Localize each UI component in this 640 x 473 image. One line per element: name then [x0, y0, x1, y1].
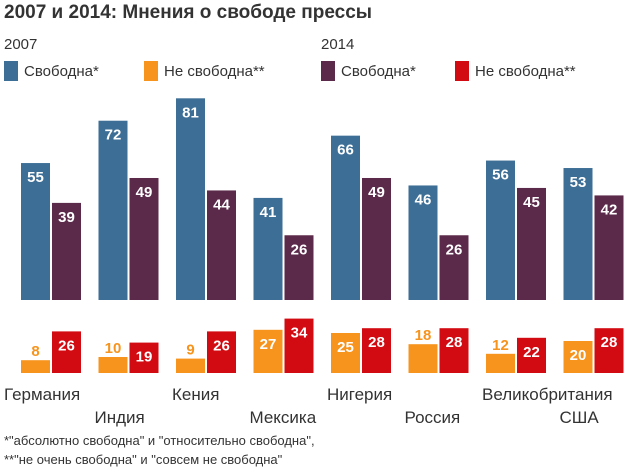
bar-2014-не-свободна--индия: [129, 342, 159, 373]
bar-2014-свободна--нигерия: [362, 177, 391, 300]
value-label-2014-свободна--германия: 39: [58, 209, 75, 226]
value-label-2007-не-свободна--мексика: 27: [260, 336, 277, 353]
value-label-2014-не-свободна--нигерия: 28: [368, 334, 385, 351]
value-label-2014-не-свободна--сша: 28: [601, 334, 618, 351]
year-label-2007: 2007: [4, 36, 38, 53]
country-label-мексика: Мексика: [250, 408, 317, 427]
value-label-2014-свободна--великобритания: 45: [523, 194, 540, 211]
bar-2007-свободна--нигерия: [331, 135, 360, 300]
legend-item-2014-notfree: Не свободна**: [455, 61, 576, 81]
value-label-2007-не-свободна--германия: 8: [31, 343, 39, 360]
bar-2014-не-свободна--германия: [52, 331, 81, 373]
year-label-2014: 2014: [321, 36, 355, 53]
legend-item-2007-notfree: Не свободна**: [144, 61, 265, 81]
bar-2007-не-свободна--мексика: [253, 329, 283, 373]
bar-2007-не-свободна--германия: [21, 360, 50, 373]
value-label-2007-свободна--сша: 53: [570, 174, 587, 191]
value-label-2007-не-свободна--россия: 18: [415, 327, 432, 344]
country-label-германия: Германия: [4, 385, 80, 404]
bar-2014-свободна--великобритания: [517, 187, 546, 300]
legend-swatch: [144, 61, 158, 81]
country-label-россия: Россия: [405, 408, 461, 427]
legend-swatch: [455, 61, 469, 81]
value-label-2014-не-свободна--великобритания: 22: [523, 344, 540, 361]
legend-label: Свободна*: [341, 62, 416, 80]
bar-2007-не-свободна--индия: [98, 357, 128, 373]
bar-2007-не-свободна--нигерия: [331, 333, 360, 373]
value-label-2007-свободна--мексика: 41: [260, 204, 277, 221]
legend-label: Свободна*: [24, 62, 99, 80]
bar-2014-не-свободна--мексика: [284, 318, 314, 373]
value-label-2014-свободна--кения: 44: [213, 196, 230, 213]
chart-title: 2007 и 2014: Мнения о свободе прессы: [4, 2, 373, 23]
value-label-2007-свободна--нигерия: 66: [337, 142, 354, 159]
bar-2014-свободна--индия: [129, 177, 159, 300]
value-label-2007-свободна--кения: 81: [182, 104, 199, 121]
bar-2014-свободна--сша: [594, 195, 624, 300]
footnote-free: *"абсолютно свободна" и "относительно св…: [4, 433, 315, 448]
value-label-2014-свободна--индия: 49: [136, 184, 153, 201]
bar-2007-свободна--мексика: [253, 197, 283, 300]
bar-2007-свободна--германия: [21, 163, 50, 300]
value-label-2014-свободна--нигерия: 49: [368, 184, 385, 201]
legend-item-2007-free: Свободна*: [4, 61, 99, 81]
bar-2007-свободна--индия: [98, 120, 128, 300]
country-label-нигерия: Нигерия: [327, 385, 392, 404]
bar-2007-свободна--россия: [408, 185, 438, 300]
value-label-2014-не-свободна--мексика: 34: [291, 325, 308, 342]
legend-label: Не свободна**: [475, 62, 576, 80]
bar-2007-свободна--сша: [563, 168, 593, 300]
value-label-2007-не-свободна--кения: 9: [186, 342, 194, 359]
legend-label: Не свободна**: [164, 62, 265, 80]
value-label-2014-свободна--сша: 42: [601, 201, 618, 218]
bar-2007-не-свободна--великобритания: [486, 353, 515, 373]
bar-2014-свободна--россия: [439, 235, 469, 300]
value-label-2007-свободна--индия: 72: [105, 127, 122, 144]
value-label-2007-свободна--великобритания: 56: [492, 167, 509, 184]
bar-2007-свободна--кения: [176, 98, 205, 300]
bar-2007-не-свободна--кения: [176, 358, 205, 373]
value-label-2014-свободна--мексика: 26: [291, 241, 308, 258]
bar-2007-не-свободна--россия: [408, 344, 438, 373]
bar-2014-свободна--мексика: [284, 235, 314, 300]
country-label-кения: Кения: [172, 385, 219, 404]
bar-2014-не-свободна--сша: [594, 328, 624, 373]
bar-2007-свободна--великобритания: [486, 160, 515, 300]
bar-2007-не-свободна--сша: [563, 341, 593, 373]
bar-2014-не-свободна--россия: [439, 328, 469, 373]
legend-swatch: [321, 61, 335, 81]
bar-2014-свободна--кения: [207, 190, 236, 300]
value-label-2014-не-свободна--индия: 19: [136, 349, 153, 366]
bar-2014-не-свободна--нигерия: [362, 328, 391, 373]
bar-2014-свободна--германия: [52, 202, 81, 300]
value-label-2007-свободна--россия: 46: [415, 191, 432, 208]
value-label-2007-не-свободна--индия: 10: [105, 340, 122, 357]
country-label-сша: США: [560, 408, 600, 427]
value-label-2014-не-свободна--германия: 26: [58, 337, 75, 354]
value-label-2014-не-свободна--кения: 26: [213, 337, 230, 354]
value-label-2014-свободна--россия: 26: [446, 241, 463, 258]
legend-swatch: [4, 61, 18, 81]
bar-2014-не-свободна--великобритания: [517, 337, 546, 373]
country-label-великобритания: Великобритания: [482, 385, 613, 404]
value-label-2007-не-свободна--великобритания: 12: [492, 337, 509, 354]
bar-2014-не-свободна--кения: [207, 331, 236, 373]
footnote-notfree: **"не очень свободна" и "совсем не свобо…: [4, 452, 283, 467]
legend-item-2014-free: Свободна*: [321, 61, 416, 81]
value-label-2007-не-свободна--нигерия: 25: [337, 339, 354, 356]
value-label-2014-не-свободна--россия: 28: [446, 334, 463, 351]
value-label-2007-свободна--германия: 55: [27, 169, 44, 186]
value-label-2007-не-свободна--сша: 20: [570, 347, 587, 364]
country-label-индия: Индия: [95, 408, 145, 427]
